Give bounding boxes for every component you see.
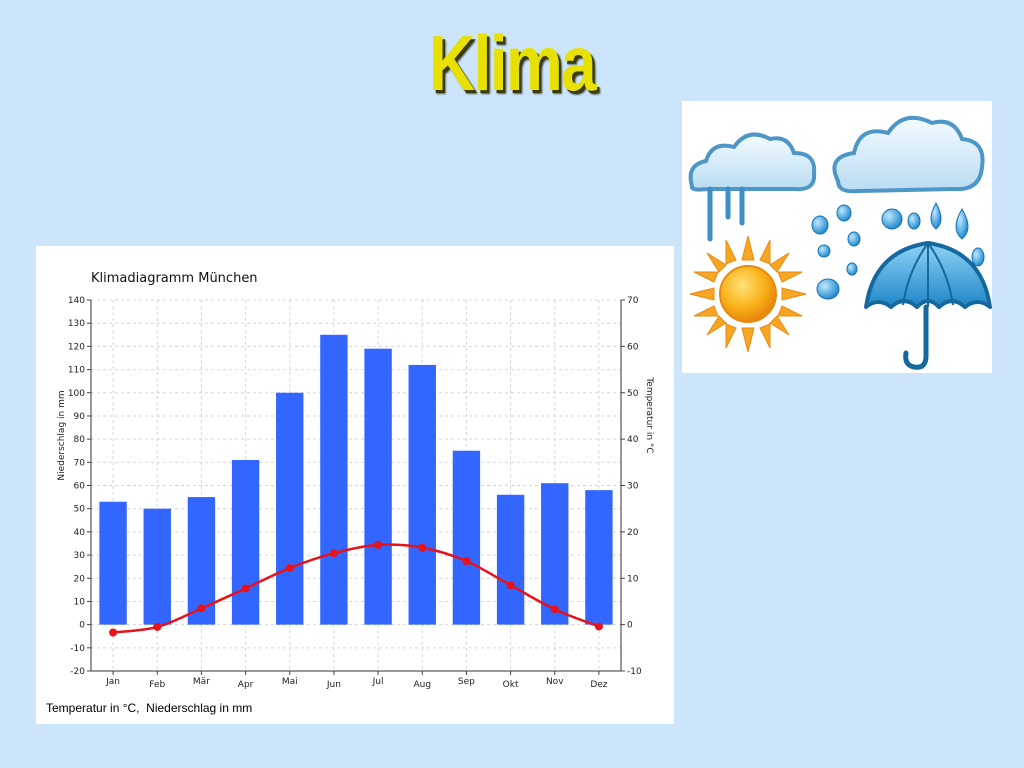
y-tick-label: 20: [74, 574, 86, 584]
bar-precipitation: [541, 483, 569, 625]
rain-drops-icon: [811, 201, 985, 300]
temperature-point: [153, 622, 162, 631]
temperature-point: [374, 540, 383, 549]
bar-precipitation: [320, 334, 348, 625]
x-tick-label: Feb: [149, 680, 165, 690]
y-tick-label: 140: [68, 296, 85, 306]
y-tick-label: 90: [74, 412, 86, 422]
y-tick-label: -20: [70, 667, 85, 677]
y2-tick-label: -10: [627, 667, 642, 677]
y2-tick-label: 20: [627, 528, 639, 538]
bar-precipitation: [408, 364, 436, 625]
x-tick-label: Mai: [282, 677, 298, 687]
y2-tick-label: 60: [627, 342, 639, 352]
chart-canvas: Klimadiagramm München -20 -10 0 10 20 30 40 50 60…: [57, 271, 654, 690]
cloud-icon: [832, 115, 985, 194]
y2-tick-label: 30: [627, 482, 639, 492]
y-tick-label: 60: [74, 482, 86, 492]
bar-precipitation: [452, 450, 481, 625]
temperature-point: [109, 628, 118, 637]
x-tick-label: Sep: [458, 677, 475, 687]
temperature-point: [418, 543, 427, 552]
bar-precipitation: [585, 490, 613, 625]
temperature-point: [285, 564, 294, 573]
y-tick-label: 10: [74, 597, 86, 607]
temperature-point: [462, 557, 471, 566]
x-tick-label: Nov: [546, 677, 564, 687]
y-tick-label: -10: [70, 644, 85, 654]
y2-tick-label: 70: [627, 296, 639, 306]
bar-precipitation: [496, 494, 525, 625]
y2-tick-label: 0: [627, 621, 633, 631]
y-tick-label: 130: [68, 319, 85, 329]
y-tick-label: 100: [68, 389, 85, 399]
x-tick-label: Dez: [590, 680, 607, 690]
bar-precipitation: [364, 348, 392, 625]
temperature-point: [550, 605, 559, 614]
bar-precipitation: [231, 459, 260, 625]
y-tick-label: 70: [74, 458, 86, 468]
y2-tick-label: 40: [627, 435, 639, 445]
temperature-point: [197, 604, 206, 613]
temperature-point: [329, 549, 338, 558]
weather-illustration: [682, 101, 992, 373]
y2-tick-label: 50: [627, 389, 639, 399]
temperature-point: [506, 581, 515, 590]
temperature-line: [112, 543, 600, 634]
y-tick-label: 30: [74, 551, 86, 561]
y-tick-label: 120: [68, 342, 85, 352]
x-tick-label: Jul: [372, 677, 384, 687]
climate-chart: Klimadiagramm München -20 -10 0 10 20 30 40 50 60…: [36, 246, 674, 724]
chart-title: Klimadiagramm München: [91, 271, 258, 286]
slide-title: Klima: [429, 19, 597, 107]
bar-precipitation: [276, 392, 304, 625]
x-tick-label: Jan: [105, 677, 120, 687]
bar-precipitation: [143, 508, 171, 625]
x-tick-label: Apr: [238, 680, 254, 690]
y-axis-label: Niederschlag in mm: [57, 390, 67, 480]
x-tick-label: Mär: [193, 677, 210, 687]
y-tick-label: 80: [74, 435, 86, 445]
temperature-point: [594, 622, 603, 631]
x-tick-label: Okt: [503, 680, 519, 690]
chart-caption: Temperatur in °C, Niederschlag in mm: [46, 701, 253, 715]
y-tick-label: 110: [68, 366, 85, 376]
y-tick-label: 40: [74, 528, 86, 538]
sun-icon: [689, 235, 807, 353]
temperature-point: [241, 584, 250, 593]
x-tick-label: Jun: [326, 680, 341, 690]
x-tick-label: Aug: [413, 680, 431, 690]
y-tick-label: 0: [79, 621, 85, 631]
y-tick-label: 50: [74, 505, 86, 515]
bar-precipitation: [99, 501, 127, 625]
rain-cloud-icon: [688, 132, 817, 242]
umbrella-icon: [864, 241, 992, 370]
y2-axis-label: Temperatur in °C: [644, 376, 654, 453]
y2-tick-label: 10: [627, 574, 639, 584]
